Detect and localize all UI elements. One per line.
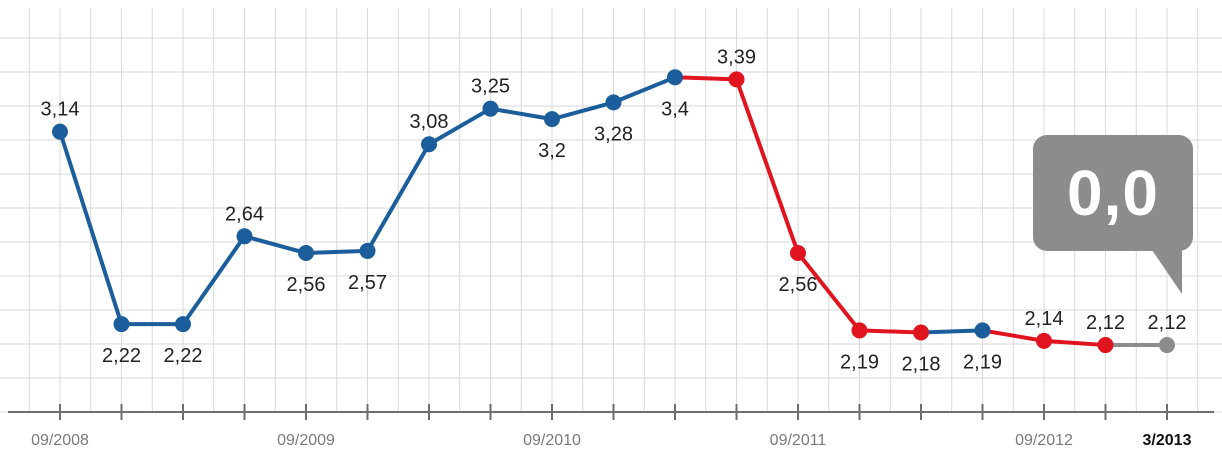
data-label: 2,64 <box>225 203 264 225</box>
data-label: 2,14 <box>1025 308 1064 330</box>
data-point <box>975 322 991 338</box>
data-point <box>790 245 806 261</box>
x-tick-label: 09/2009 <box>277 432 335 449</box>
x-tick-label: 09/2008 <box>31 432 89 449</box>
data-label: 3,25 <box>471 76 510 98</box>
data-point <box>544 111 560 127</box>
data-label: 3,4 <box>661 98 689 120</box>
data-label: 3,28 <box>594 123 633 145</box>
data-point <box>1098 337 1114 353</box>
data-point <box>1159 337 1175 353</box>
data-label: 2,56 <box>287 274 326 296</box>
callout-badge: 0,0 <box>1033 135 1193 251</box>
x-tick-label: 09/2010 <box>523 432 581 449</box>
data-label: 3,39 <box>717 46 756 68</box>
x-tick-label: 09/2012 <box>1015 432 1073 449</box>
data-label: 2,18 <box>902 354 941 376</box>
data-label: 2,12 <box>1086 312 1125 334</box>
series-segment <box>675 77 737 79</box>
data-label: 3,2 <box>538 140 566 162</box>
data-label: 2,57 <box>348 272 387 294</box>
data-point <box>298 245 314 261</box>
callout-pointer <box>1152 250 1182 294</box>
x-axis <box>8 404 1214 420</box>
series-segment <box>860 330 922 332</box>
series-segment <box>921 330 983 332</box>
data-point <box>729 71 745 87</box>
data-label: 3,14 <box>41 99 80 121</box>
x-tick-labels: 09/2008 09/2009 09/2010 09/2011 09/2012 3/201… <box>31 432 1191 449</box>
data-point <box>237 228 253 244</box>
data-label: 2,22 <box>102 345 141 367</box>
data-point <box>1036 333 1052 349</box>
data-point <box>175 316 191 332</box>
series-segment <box>306 251 368 253</box>
data-point <box>667 69 683 85</box>
data-point <box>606 94 622 110</box>
data-point <box>483 101 499 117</box>
data-label: 2,22 <box>164 345 203 367</box>
data-point <box>360 243 376 259</box>
data-point <box>852 322 868 338</box>
data-label: 3,08 <box>410 111 449 133</box>
callout-value: 0,0 <box>1067 156 1159 230</box>
data-point <box>913 325 929 341</box>
data-label: 2,19 <box>963 351 1002 373</box>
data-label: 2,19 <box>840 351 879 373</box>
data-point <box>114 316 130 332</box>
data-label: 2,56 <box>779 274 818 296</box>
data-label: 2,12 <box>1148 312 1187 334</box>
x-tick-label: 09/2011 <box>770 432 827 449</box>
x-tick-label: 3/2013 <box>1143 432 1192 449</box>
data-point <box>52 124 68 140</box>
data-point <box>421 136 437 152</box>
